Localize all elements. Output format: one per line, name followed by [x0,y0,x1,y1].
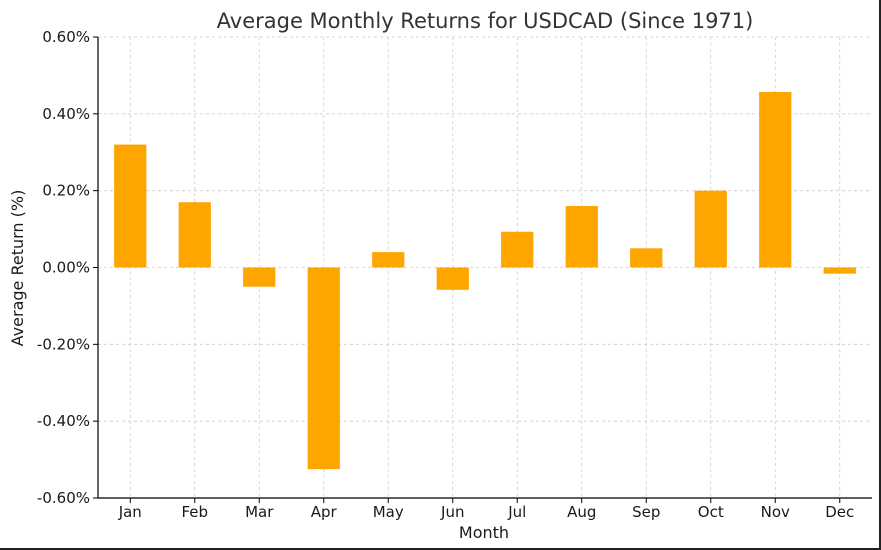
y-tick-label: 0.20% [42,182,90,200]
y-tick-label: 0.40% [42,105,90,123]
x-tick-label: Mar [245,503,274,521]
bar-nov [759,91,792,268]
x-tick-label: May [373,503,404,521]
bar-aug [565,206,598,268]
x-tick-label: Jan [118,503,142,521]
bar-mar [243,267,276,287]
bar-may [372,252,405,268]
bars [114,91,856,470]
x-tick-label: Aug [567,503,596,521]
y-tick-label: 0.60% [42,28,90,46]
x-axis-label: Month [459,523,509,542]
x-tick-label: Jun [440,503,464,521]
bar-sep [630,248,663,268]
x-tick-label: Nov [761,503,790,521]
y-tick-label: -0.40% [37,412,90,430]
y-tick-label: -0.20% [37,335,90,353]
bar-jun [436,267,469,290]
x-tick-label: Feb [181,503,208,521]
y-axis-label: Average Return (%) [8,190,27,347]
axes [93,36,872,503]
x-tick-label: Jul [507,503,526,521]
y-tick-label: -0.60% [37,489,90,507]
bar-oct [694,190,727,268]
x-tick-label: Sep [632,503,660,521]
bar-jul [501,231,534,268]
x-tick-label: Oct [698,503,724,521]
chart-title: Average Monthly Returns for USDCAD (Sinc… [217,9,754,33]
bar-apr [307,267,340,470]
bar-dec [823,267,856,274]
tick-labels: -0.60% -0.40% -0.20% 0.00% 0.20% 0.40% 0.60% Ja… [37,28,854,521]
x-tick-label: Apr [311,503,338,521]
bar-jan [114,144,147,268]
y-tick-label: 0.00% [42,259,90,277]
x-tick-label: Dec [825,503,854,521]
bar-feb [178,202,211,268]
grid-lines [98,36,872,499]
